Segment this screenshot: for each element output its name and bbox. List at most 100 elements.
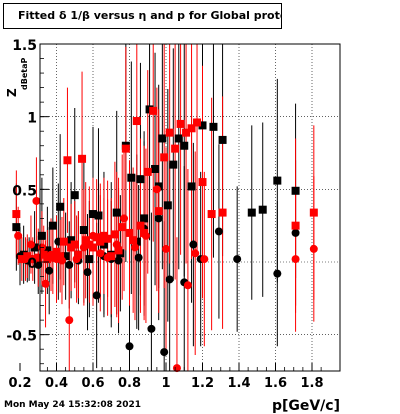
data-point-square	[81, 236, 90, 245]
data-point-square	[140, 214, 149, 223]
data-point-square	[127, 173, 136, 182]
data-point-square	[78, 154, 87, 163]
data-point-square	[160, 153, 169, 162]
data-point-circle	[165, 275, 174, 284]
data-point-square	[67, 236, 76, 245]
y-axis-label-sub: dBetaP	[20, 58, 29, 90]
data-point-square	[218, 208, 227, 217]
data-point-square	[114, 246, 123, 255]
data-point-square	[37, 231, 46, 240]
data-point-circle	[134, 253, 143, 262]
data-point-circle	[125, 342, 134, 351]
x-tick-label: 1.8	[300, 376, 323, 391]
data-point-square	[59, 237, 68, 246]
data-point-square	[103, 234, 112, 243]
data-point-square	[52, 247, 61, 256]
data-point-square	[209, 122, 218, 131]
data-point-circle	[154, 214, 163, 223]
y-tick-label: 0	[27, 256, 37, 272]
axis-layer: 0.2 0.4 0.6 0.8 1 1.2 1.4 1.6 1.8 -0.5 0 0.5 1 1.5	[6, 38, 323, 391]
data-point-square	[158, 134, 167, 143]
data-point-circle	[214, 227, 223, 236]
data-point-circle	[147, 324, 156, 333]
data-point-circle	[273, 269, 282, 278]
data-point-square	[129, 236, 138, 245]
data-point-square	[121, 144, 130, 153]
data-point-square	[193, 118, 202, 127]
data-point-square	[291, 221, 300, 230]
data-point-square	[56, 202, 65, 211]
y-tick-label: 1	[27, 111, 37, 127]
y-tick-label: 1.5	[12, 38, 37, 54]
markers-layer	[12, 105, 318, 373]
data-point-circle	[189, 240, 198, 249]
data-point-circle	[130, 243, 139, 252]
data-point-square	[63, 156, 72, 165]
x-axis-label: p[GeV/c]	[272, 398, 340, 414]
data-point-square	[12, 223, 21, 232]
data-point-square	[74, 250, 83, 259]
data-point-square	[132, 117, 141, 126]
data-point-circle	[14, 231, 23, 240]
data-point-square	[143, 167, 152, 176]
data-point-circle	[65, 260, 74, 269]
data-point-square	[85, 255, 94, 264]
x-tick-label: 1.2	[191, 376, 214, 391]
data-point-square	[176, 119, 185, 128]
x-tick-label: 0.4	[45, 376, 68, 391]
data-point-circle	[83, 268, 92, 277]
grid-layer	[40, 43, 340, 371]
data-point-circle	[89, 231, 97, 240]
data-point-square	[273, 176, 282, 185]
data-point-square	[70, 240, 79, 249]
data-point-square	[198, 178, 207, 187]
data-point-square	[163, 201, 172, 210]
data-point-square	[96, 237, 105, 246]
data-point-square	[180, 141, 189, 150]
data-point-circle	[72, 255, 81, 264]
chart-title: Fitted δ 1/β versus η and p for Global p…	[3, 3, 282, 29]
data-point-square	[218, 135, 227, 144]
data-point-circle	[200, 255, 209, 264]
data-point-square	[247, 208, 256, 217]
data-point-square	[89, 243, 97, 252]
data-point-square	[258, 205, 267, 214]
data-point-square	[43, 255, 52, 264]
data-point-square	[187, 124, 196, 133]
data-point-circle	[21, 255, 30, 264]
data-point-square	[182, 128, 191, 137]
data-point-circle	[141, 231, 150, 240]
data-point-circle	[191, 249, 200, 258]
data-point-circle	[45, 266, 54, 275]
data-point-circle	[96, 249, 105, 258]
data-point-square	[198, 121, 207, 130]
timestamp: Mon May 24 15:32:08 2021	[4, 400, 142, 410]
x-tick-label: 1.6	[264, 376, 287, 391]
data-point-square	[291, 186, 300, 195]
data-point-square	[125, 228, 134, 237]
data-point-square	[34, 253, 43, 262]
data-point-circle	[32, 196, 41, 205]
data-point-circle	[114, 256, 123, 265]
data-point-circle	[152, 185, 161, 194]
data-point-circle	[309, 244, 318, 253]
data-point-square	[149, 106, 158, 115]
data-point-square	[187, 182, 196, 191]
data-point-square	[28, 255, 37, 264]
x-tick-label: 0.2	[8, 376, 31, 391]
data-point-circle	[112, 240, 121, 249]
data-point-square	[112, 208, 121, 217]
data-point-square	[136, 221, 145, 230]
y-axis-label-main: Z	[5, 88, 19, 97]
data-point-square	[171, 144, 180, 153]
data-point-square	[56, 252, 65, 261]
x-tick-label: 1	[161, 376, 170, 391]
data-point-square	[309, 208, 318, 217]
x-tick-label: 0.8	[118, 376, 141, 391]
data-point-circle	[41, 279, 50, 288]
data-point-circle	[120, 214, 129, 223]
data-point-circle	[92, 291, 101, 300]
data-point-circle	[26, 240, 35, 249]
data-point-square	[43, 246, 52, 255]
